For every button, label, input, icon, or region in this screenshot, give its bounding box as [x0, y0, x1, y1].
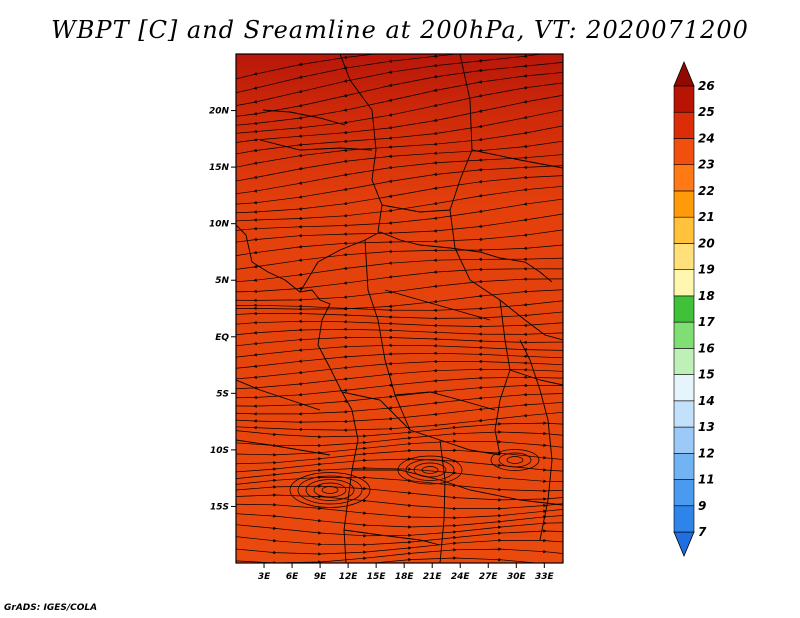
colorbar-label: 11 — [698, 473, 715, 487]
y-tick-label: 15S — [210, 502, 229, 512]
x-tick-label: 33E — [535, 572, 555, 582]
x-tick-label: 6E — [286, 572, 299, 582]
streamline — [236, 327, 563, 337]
map-title: WBPT [C] and Sreamline at 200hPa, VT: 20… — [51, 16, 749, 44]
x-tick-label: 15E — [367, 572, 387, 582]
colorbar-segment — [673, 295, 695, 323]
streamlines — [236, 54, 563, 563]
x-tick-label: 21E — [423, 572, 443, 582]
vortex-streamline — [421, 466, 439, 474]
colorbar-label: 9 — [698, 499, 706, 513]
x-tick-label: 24E — [451, 572, 471, 582]
colorbar-segment — [673, 164, 695, 192]
vortex-streamline — [321, 486, 339, 494]
streamline — [236, 335, 563, 347]
vortex-streamline — [313, 482, 347, 498]
x-tick-label: 18E — [395, 572, 415, 582]
streamline — [236, 319, 563, 329]
colorbar-label: 17 — [698, 315, 715, 329]
y-tick-label: 10S — [210, 446, 229, 456]
y-tick-label: EQ — [215, 333, 229, 343]
colorbar-segment — [673, 348, 695, 375]
vortex-streamline — [405, 459, 455, 481]
colorbar-label: 19 — [698, 263, 715, 277]
y-tick-label: 10N — [209, 220, 230, 230]
vortex-streamline — [297, 475, 363, 505]
x-tick-label: 30E — [507, 572, 527, 582]
map-plot-area — [235, 53, 564, 564]
colorbar-label: 22 — [698, 184, 715, 198]
colorbar-segment — [673, 269, 695, 297]
colorbar-segment — [673, 426, 695, 454]
x-tick-label: 3E — [258, 572, 271, 582]
y-tick-label: 5S — [216, 389, 229, 399]
y-axis: 20N 15N 10N 5N EQ 5S 10S 15S — [209, 107, 236, 512]
x-tick-label: 9E — [314, 572, 327, 582]
colorbar-segment — [673, 216, 695, 244]
colorbar-segment — [673, 452, 695, 480]
streamline — [236, 311, 563, 321]
colorbar-segment — [673, 138, 695, 166]
colorbar-label: 13 — [698, 420, 715, 434]
colorbar-segment — [673, 400, 695, 428]
grads-credit: GrADS: IGES/COLA — [4, 603, 98, 613]
colorbar-segment — [673, 479, 695, 507]
colorbar-label: 14 — [698, 394, 715, 408]
vortex-streamline — [498, 452, 532, 468]
colorbar-segment — [673, 85, 695, 113]
colorbar-label: 7 — [698, 525, 707, 539]
colorbar-segment — [673, 243, 695, 270]
colorbar-label: 18 — [698, 289, 715, 303]
colorbar: 7 9 11 12 13 14 15 16 17 18 19 20 21 22 23 24 25 26 — [673, 60, 715, 558]
vortex-streamline — [305, 479, 355, 501]
map-frame — [235, 53, 564, 564]
streamline — [236, 300, 563, 313]
colorbar-segment — [673, 505, 695, 533]
colorbar-segment — [673, 321, 695, 349]
vortex-streamline — [289, 472, 371, 508]
colorbar-min-arrow — [673, 531, 695, 558]
y-tick-label: 15N — [209, 163, 230, 173]
y-tick-label: 5N — [215, 276, 229, 286]
colorbar-label: 21 — [698, 210, 715, 224]
colorbar-max-arrow — [673, 60, 695, 87]
colorbar-label: 23 — [698, 158, 715, 172]
vortex-streamline — [413, 462, 447, 478]
vortex-streamline — [490, 449, 540, 471]
y-tick-label: 20N — [209, 107, 230, 117]
x-tick-label: 12E — [339, 572, 359, 582]
colorbar-label: 20 — [698, 236, 715, 250]
country-borders — [236, 54, 563, 563]
colorbar-label: 12 — [698, 446, 715, 460]
vortex-streamline — [506, 456, 524, 464]
colorbar-label: 26 — [698, 79, 715, 93]
x-axis: 3E 6E 9E 12E 15E 18E 21E 24E 27E 30E 33E — [258, 563, 555, 582]
colorbar-label: 15 — [698, 368, 715, 382]
colorbar-segment — [673, 111, 695, 139]
colorbar-label: 24 — [698, 131, 715, 145]
colorbar-segment — [673, 190, 695, 218]
colorbar-label: 25 — [698, 105, 715, 119]
x-tick-label: 27E — [479, 572, 499, 582]
colorbar-label: 16 — [698, 341, 715, 355]
colorbar-segment — [673, 374, 695, 402]
